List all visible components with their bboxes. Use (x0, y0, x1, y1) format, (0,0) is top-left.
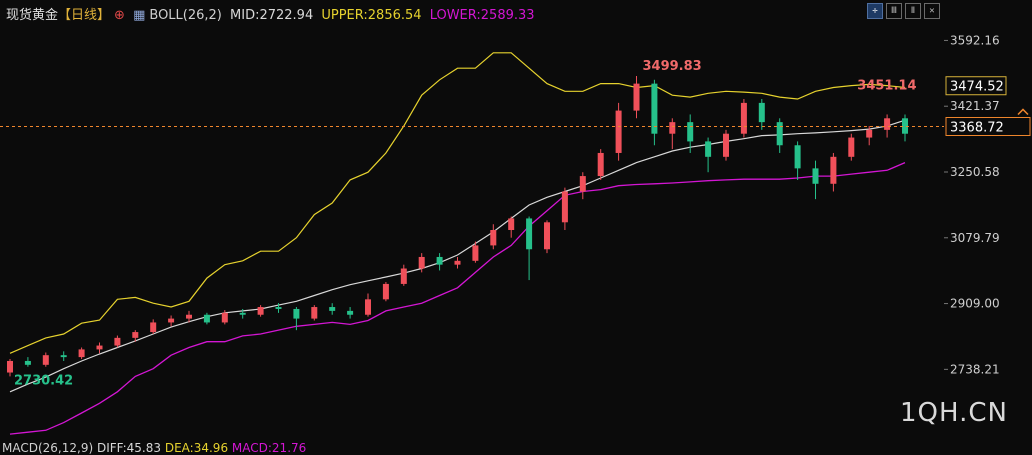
candle-body (311, 307, 318, 319)
last-price-tag (945, 116, 1031, 136)
boll-mid-line (9, 119, 906, 393)
y-tick-label: 3079.79 (950, 231, 1000, 245)
candle-body (329, 307, 336, 311)
candle-body (579, 176, 586, 192)
candle-body (472, 245, 479, 261)
candle-body (168, 318, 175, 323)
y-tick-label: 3250.58 (950, 165, 1000, 179)
macd-diff: DIFF:45.83 (96, 441, 162, 455)
candle-body (436, 256, 443, 265)
indicator-icon[interactable]: ▦ (133, 8, 146, 23)
candle-body (794, 145, 801, 169)
candle-body (150, 322, 157, 333)
y-tick-label: 3421.37 (950, 99, 1000, 113)
candle-body (526, 218, 533, 250)
candle-body (633, 83, 640, 111)
candle-body (293, 308, 300, 319)
candle-body (669, 122, 676, 134)
chart-toolbar: ✛ Ⅲ Ⅱ ✕ (867, 3, 940, 19)
y-tick-label: 3592.16 (950, 33, 1000, 47)
candle-body (830, 156, 837, 184)
close-icon[interactable]: ✕ (924, 3, 940, 19)
chart-header: 现货黄金【日线】 ⊕ ▦ BOLL(26,2) MID:2722.94 UPPER:… (6, 4, 539, 23)
lower-value: LOWER:2589.33 (429, 8, 535, 23)
boll-upper-line (9, 52, 906, 354)
candle-body (687, 122, 694, 142)
candle-body (186, 314, 192, 319)
macd-dea: DEA:34.96 (164, 441, 229, 455)
expand-up-icon (1017, 108, 1029, 116)
upper-value: UPPER:2856.54 (321, 8, 422, 23)
candle-body (96, 345, 103, 350)
candle-body (490, 230, 497, 246)
macd-label: MACD(26,12,9) (2, 441, 94, 455)
low-annotation: 2730.42 (14, 373, 73, 388)
boll-lower-line (9, 162, 906, 435)
candle-body (544, 222, 550, 250)
candle-body (884, 118, 891, 130)
candle-body (257, 307, 264, 315)
macd-header: MACD(26,12,9) DIFF:45.83 DEA:34.96 MACD:… (2, 441, 306, 455)
candle-body (78, 349, 85, 358)
last-price-label: 3368.72 (950, 120, 1004, 135)
candle-body (114, 337, 121, 346)
candle-body (382, 283, 389, 300)
upper-price-tag (945, 76, 1007, 96)
high-annotation: 3499.83 (643, 59, 702, 74)
candle-body (615, 110, 622, 153)
macd-value: MACD:21.76 (231, 441, 307, 455)
mid-value: MID:2722.94 (230, 8, 314, 23)
period-label[interactable]: 【日线】 (58, 8, 111, 23)
candle-body (454, 260, 461, 265)
candle-body (848, 137, 855, 157)
candle-body (758, 102, 765, 123)
y-tick-label: 2738.21 (950, 362, 1000, 376)
instrument-title: 现货黄金 (6, 8, 59, 23)
candle-body (812, 168, 819, 184)
candle-body (902, 118, 908, 134)
candle-body (705, 141, 712, 157)
candle-body (42, 355, 49, 365)
candle-body (24, 360, 31, 365)
candle-body (651, 83, 658, 134)
candle-body (597, 152, 604, 177)
layout-icon[interactable]: Ⅱ (905, 3, 921, 19)
candle-body (776, 122, 783, 146)
candle-body (7, 360, 13, 373)
candle-body (365, 299, 371, 315)
candle-body (400, 268, 407, 284)
recent-high-annotation: 3451.14 (857, 79, 916, 94)
candle-body (508, 218, 515, 230)
candle-body (60, 355, 67, 358)
candle-body (723, 133, 729, 157)
y-tick-label: 2909.00 (950, 297, 1000, 311)
candle-body (347, 310, 354, 315)
crosshair-icon[interactable]: ✛ (867, 3, 883, 19)
add-icon[interactable]: ⊕ (114, 8, 125, 23)
candle-body (221, 312, 228, 323)
candle-body (203, 314, 210, 323)
candle-body (866, 129, 873, 138)
chart-mode-icon[interactable]: Ⅲ (886, 3, 902, 19)
candle-body (740, 102, 747, 134)
candle-body (418, 256, 425, 269)
candle-body (239, 312, 246, 315)
candle-body (561, 191, 568, 223)
candle-body (132, 332, 139, 338)
indicator-label[interactable]: BOLL(26,2) (149, 8, 222, 23)
candle-body (275, 307, 282, 309)
upper-price-label: 3474.52 (950, 80, 1004, 95)
watermark: 1QH.CN (900, 398, 1008, 428)
